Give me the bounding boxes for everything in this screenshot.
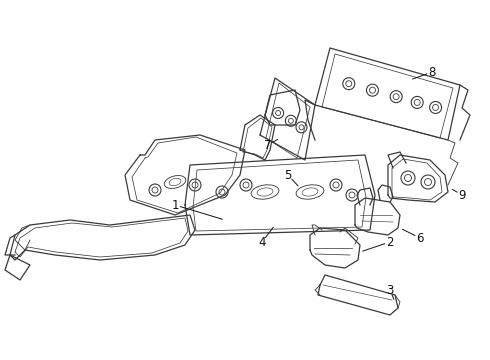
- Text: 6: 6: [416, 231, 424, 244]
- Text: 2: 2: [386, 235, 394, 248]
- Ellipse shape: [169, 178, 181, 186]
- Text: 1: 1: [171, 198, 179, 212]
- Ellipse shape: [296, 185, 324, 199]
- Text: 5: 5: [284, 168, 292, 181]
- Ellipse shape: [302, 188, 318, 196]
- Text: 4: 4: [258, 235, 266, 248]
- Ellipse shape: [164, 176, 186, 188]
- Ellipse shape: [251, 185, 279, 199]
- Text: 7: 7: [264, 139, 272, 152]
- Text: 9: 9: [458, 189, 466, 202]
- Text: 3: 3: [386, 284, 393, 297]
- Text: 8: 8: [428, 66, 436, 78]
- Ellipse shape: [257, 188, 273, 196]
